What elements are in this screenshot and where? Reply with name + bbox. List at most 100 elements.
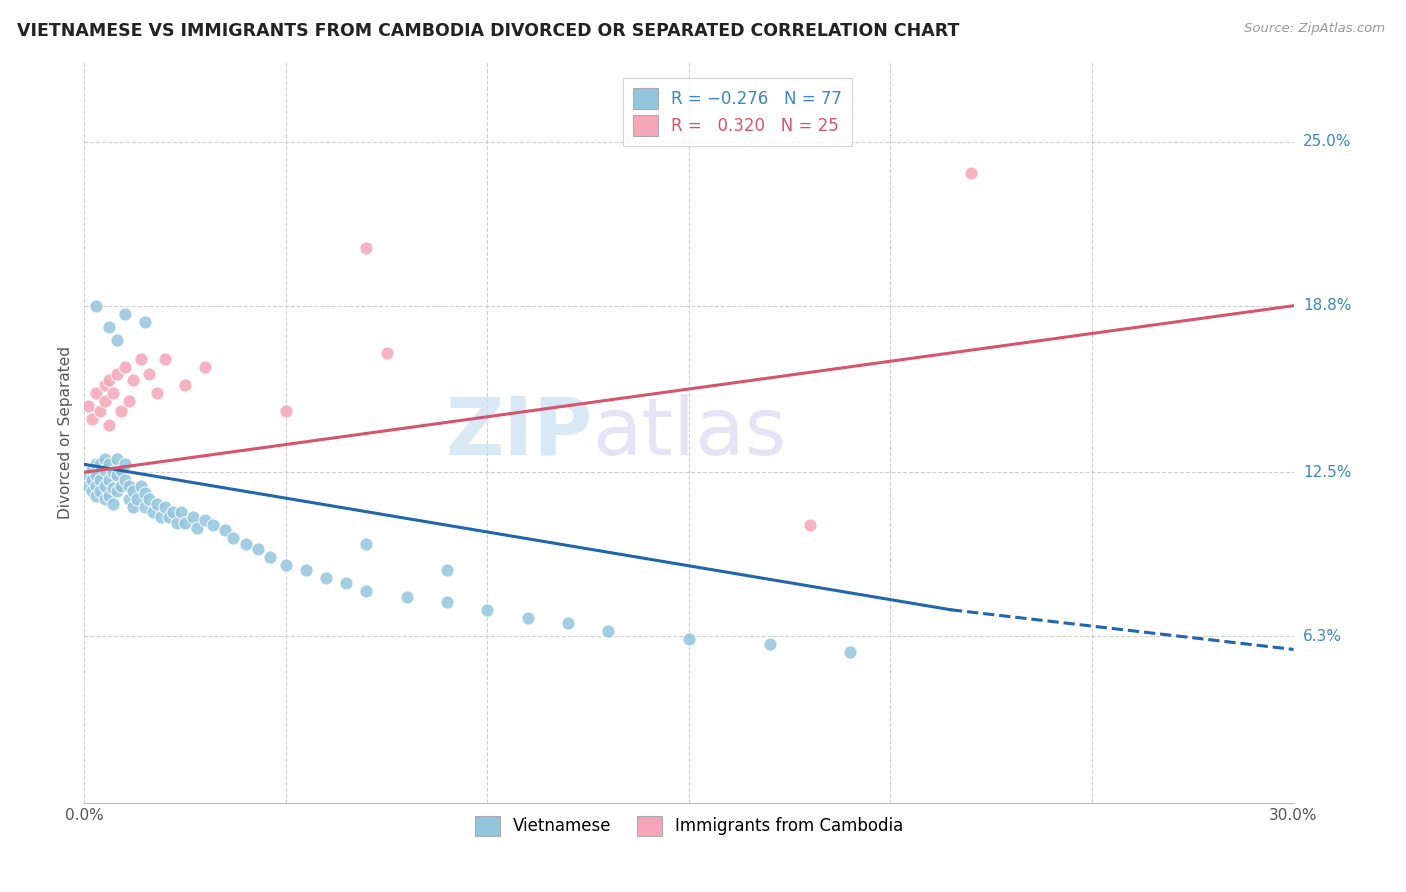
Point [129, 351, 152, 366]
Point [86, 299, 108, 313]
Legend: Vietnamese, Immigrants from Cambodia: Vietnamese, Immigrants from Cambodia [468, 809, 910, 843]
Point [134, 486, 156, 500]
Point [97, 473, 120, 487]
Point [97, 373, 120, 387]
Point [89, 404, 111, 418]
Point [105, 452, 128, 467]
Point [146, 497, 169, 511]
Point [101, 497, 124, 511]
Point [77, 478, 100, 492]
Point [118, 478, 141, 492]
Point [246, 541, 269, 556]
Point [93, 491, 115, 506]
Point [138, 368, 160, 382]
Point [86, 467, 108, 482]
Point [93, 378, 115, 392]
Point [114, 473, 136, 487]
Point [356, 536, 378, 550]
Point [93, 452, 115, 467]
Point [335, 576, 357, 591]
Point [138, 491, 160, 506]
Point [186, 521, 208, 535]
Text: 6.3%: 6.3% [1303, 629, 1343, 644]
Point [170, 505, 193, 519]
Text: atlas: atlas [592, 393, 786, 472]
Point [93, 462, 115, 476]
Point [86, 386, 108, 401]
Point [118, 491, 141, 506]
Point [436, 563, 458, 577]
Point [86, 489, 108, 503]
Text: Source: ZipAtlas.com: Source: ZipAtlas.com [1244, 22, 1385, 36]
Point [110, 478, 132, 492]
Point [121, 483, 143, 498]
Point [259, 549, 281, 564]
Point [142, 505, 165, 519]
Point [153, 500, 176, 514]
Point [105, 483, 128, 498]
Point [101, 386, 124, 401]
Point [82, 483, 104, 498]
Point [315, 571, 337, 585]
Point [105, 368, 128, 382]
Point [166, 516, 188, 530]
Point [295, 563, 318, 577]
Point [114, 458, 136, 472]
Point [114, 359, 136, 374]
Point [274, 558, 297, 572]
Point [121, 500, 143, 514]
Point [86, 458, 108, 472]
Point [146, 386, 169, 401]
Point [194, 513, 217, 527]
Point [134, 500, 156, 514]
Text: 12.5%: 12.5% [1303, 465, 1351, 480]
Point [181, 510, 204, 524]
Point [110, 404, 132, 418]
Point [89, 473, 111, 487]
Point [93, 478, 115, 492]
Point [93, 393, 115, 408]
Point [82, 473, 104, 487]
Point [89, 483, 111, 498]
Point [97, 458, 120, 472]
Point [678, 632, 700, 646]
Text: ZIP: ZIP [444, 393, 592, 472]
Point [89, 458, 111, 472]
Point [274, 404, 297, 418]
Point [214, 524, 236, 538]
Y-axis label: Divorced or Separated: Divorced or Separated [58, 346, 73, 519]
Point [194, 359, 217, 374]
Point [97, 417, 120, 432]
Point [516, 610, 538, 624]
Text: 25.0%: 25.0% [1303, 135, 1351, 149]
Point [395, 590, 418, 604]
Point [477, 603, 499, 617]
Text: 18.8%: 18.8% [1303, 298, 1351, 313]
Point [129, 478, 152, 492]
Point [125, 491, 148, 506]
Point [101, 481, 124, 495]
Point [235, 536, 257, 550]
Point [101, 465, 124, 479]
Point [436, 595, 458, 609]
Point [174, 378, 197, 392]
Point [77, 467, 100, 482]
Point [105, 467, 128, 482]
Point [153, 351, 176, 366]
Point [157, 510, 180, 524]
Point [97, 319, 120, 334]
Point [799, 518, 821, 533]
Point [110, 462, 132, 476]
Point [598, 624, 620, 638]
Point [121, 373, 143, 387]
Point [356, 241, 378, 255]
Point [202, 518, 225, 533]
Point [162, 505, 184, 519]
Point [134, 315, 156, 329]
Point [105, 333, 128, 347]
Point [114, 307, 136, 321]
Point [86, 478, 108, 492]
Text: VIETNAMESE VS IMMIGRANTS FROM CAMBODIA DIVORCED OR SEPARATED CORRELATION CHART: VIETNAMESE VS IMMIGRANTS FROM CAMBODIA D… [17, 22, 959, 40]
Point [118, 393, 141, 408]
Point [758, 637, 780, 651]
